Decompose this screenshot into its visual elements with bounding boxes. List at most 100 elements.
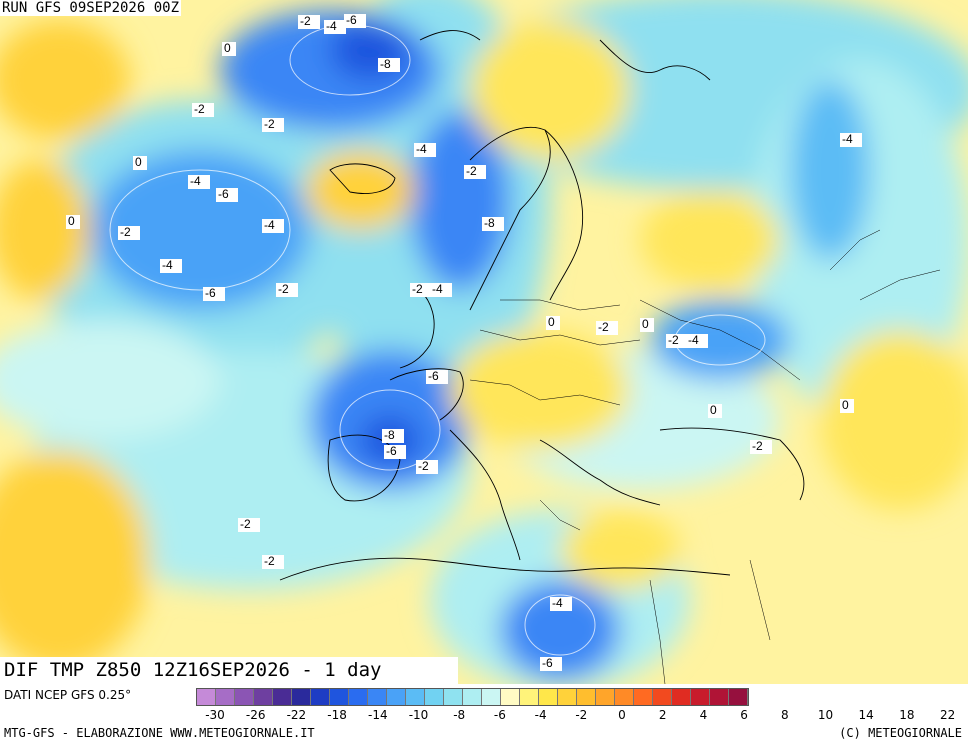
color-swatch xyxy=(273,689,292,705)
map-label: 0 xyxy=(842,398,849,412)
color-swatch xyxy=(558,689,577,705)
map-label: -8 xyxy=(380,57,391,71)
map-label: 0 xyxy=(135,155,142,169)
map-label: -4 xyxy=(432,282,443,296)
color-scale-tick-label: 18 xyxy=(899,708,915,722)
coastlines xyxy=(279,30,805,581)
map-label: -6 xyxy=(205,286,216,300)
color-swatch xyxy=(634,689,653,705)
temperature-anomaly-map: -2 -4 -6 -8 0 -2 -4 -6 -2 0 -2 -4 -6 -4 … xyxy=(0,0,968,684)
map-label: -2 xyxy=(418,459,429,473)
color-swatch xyxy=(596,689,615,705)
color-scale-tick-label: -6 xyxy=(493,708,506,722)
map-label: -2 xyxy=(668,333,679,347)
color-scale-tick-label: -4 xyxy=(534,708,547,722)
color-scale-tick-label: 10 xyxy=(817,708,834,722)
map-label: -2 xyxy=(466,164,477,178)
color-swatch xyxy=(349,689,368,705)
color-swatch xyxy=(539,689,558,705)
color-swatch xyxy=(482,689,501,705)
run-label: RUN GFS 09SEP2026 00Z xyxy=(0,0,182,16)
map-label: -8 xyxy=(384,428,395,442)
color-swatch xyxy=(254,689,273,705)
color-scale-bar xyxy=(196,688,749,706)
map-label: -4 xyxy=(842,132,853,146)
map-label: -8 xyxy=(484,216,495,230)
color-swatch xyxy=(729,689,748,705)
color-swatch xyxy=(672,689,691,705)
footer-copyright: (C) METEOGIORNALE xyxy=(839,726,962,740)
color-swatch xyxy=(216,689,235,705)
map-label: 0 xyxy=(548,315,555,329)
color-scale-tick-label: 6 xyxy=(740,708,748,722)
contour-lines xyxy=(109,24,766,656)
map-label: 0 xyxy=(68,214,75,228)
map-label: -2 xyxy=(194,102,205,116)
color-swatch xyxy=(577,689,596,705)
footer-credit: MTG-GFS - ELABORAZIONE WWW.METEOGIORNALE… xyxy=(4,726,315,740)
map-label: -2 xyxy=(278,282,289,296)
map-label: -2 xyxy=(752,439,763,453)
map-label: -6 xyxy=(218,187,229,201)
color-swatch xyxy=(387,689,406,705)
color-scale-ticks: -30-26-22-18-14-10-8-6-4-202468101418223… xyxy=(0,708,968,724)
map-label: -2 xyxy=(264,117,275,131)
map-label: -4 xyxy=(264,218,275,232)
map-label: -2 xyxy=(300,14,311,28)
color-swatch xyxy=(691,689,710,705)
color-swatch xyxy=(292,689,311,705)
color-scale-tick-label: 4 xyxy=(699,708,708,722)
map-label: -2 xyxy=(240,517,251,531)
color-swatch xyxy=(501,689,520,705)
color-scale-tick-label: -10 xyxy=(408,708,429,722)
map-label: -2 xyxy=(598,320,609,334)
map-label: -4 xyxy=(552,596,563,610)
color-scale-tick-label: 22 xyxy=(939,708,956,722)
map-label: -6 xyxy=(346,13,357,27)
anomaly-field xyxy=(0,0,968,684)
map-label: -6 xyxy=(542,656,553,670)
map-label: -4 xyxy=(326,19,337,33)
map-label: -2 xyxy=(120,225,131,239)
color-swatch xyxy=(235,689,254,705)
map-label: -4 xyxy=(688,333,699,347)
map-label: -2 xyxy=(264,554,275,568)
color-swatch xyxy=(653,689,672,705)
map-label: 0 xyxy=(710,403,717,417)
color-scale-tick-label: -30 xyxy=(205,708,225,722)
color-scale-tick-label: -26 xyxy=(245,708,266,722)
color-scale-tick-label: 14 xyxy=(858,708,874,722)
color-scale-tick-label: 2 xyxy=(658,708,667,722)
color-scale-tick-label: -22 xyxy=(286,708,307,722)
color-swatch xyxy=(197,689,216,705)
color-swatch xyxy=(615,689,634,705)
map-label: -4 xyxy=(416,142,427,156)
color-swatch xyxy=(444,689,463,705)
color-scale-tick-label: 0 xyxy=(618,708,626,722)
color-swatch xyxy=(463,689,482,705)
map-label: -6 xyxy=(386,444,397,458)
map-value-labels: -2 -4 -6 -8 0 -2 -4 -6 -2 0 -2 -4 -6 -4 … xyxy=(66,13,862,671)
color-scale-tick-label: -8 xyxy=(453,708,466,722)
color-swatch xyxy=(406,689,425,705)
borders xyxy=(469,229,941,684)
color-swatch xyxy=(330,689,349,705)
color-swatch xyxy=(520,689,539,705)
map-label: 0 xyxy=(642,317,649,331)
map-canvas: -2 -4 -6 -8 0 -2 -4 -6 -2 0 -2 -4 -6 -4 … xyxy=(0,0,968,684)
map-label: -6 xyxy=(428,369,439,383)
map-label: -4 xyxy=(162,258,173,272)
color-scale-tick-label: -18 xyxy=(327,708,347,722)
color-scale-tick-label: -14 xyxy=(367,708,388,722)
color-swatch xyxy=(425,689,444,705)
map-label: -2 xyxy=(412,282,423,296)
color-scale-tick-label: 8 xyxy=(780,708,789,722)
color-swatch xyxy=(710,689,729,705)
map-label: -4 xyxy=(190,174,201,188)
color-swatch xyxy=(368,689,387,705)
map-label: 0 xyxy=(224,41,231,55)
map-title: DIF TMP Z850 12Z16SEP2026 - 1 day xyxy=(0,657,458,684)
color-scale-tick-label: -2 xyxy=(575,708,588,722)
data-source-label: DATI NCEP GFS 0.25° xyxy=(4,688,132,702)
color-swatch xyxy=(311,689,330,705)
